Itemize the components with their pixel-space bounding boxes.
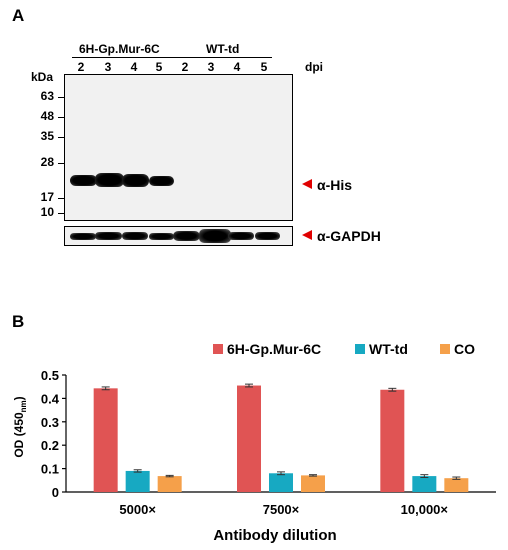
lane-label: 4 — [233, 60, 241, 74]
y-axis-label: OD (450nm) — [12, 396, 28, 457]
group-label-wt-td: WT-td — [206, 42, 240, 56]
mw-marker: 63 — [40, 89, 54, 103]
legend-swatch — [440, 344, 450, 354]
y-tick-label: 0.1 — [41, 462, 59, 477]
gapdh-band — [149, 233, 174, 240]
dpi-label: dpi — [305, 60, 323, 74]
x-tick-label: 10,000× — [401, 502, 449, 517]
mw-marker: 35 — [40, 129, 54, 143]
bar — [444, 478, 469, 492]
elisa-bar-chart: 6H-Gp.Mur-6C WT-td CO OD (450nm) 0 0.1 0.2 0.… — [12, 341, 496, 544]
lane-label: 3 — [207, 60, 215, 74]
legend-label: 6H-Gp.Mur-6C — [227, 341, 321, 357]
chart-legend: 6H-Gp.Mur-6C WT-td CO — [213, 341, 475, 357]
mw-marker: 10 — [40, 205, 54, 219]
lane-label: 2 — [181, 60, 189, 74]
x-tick-label: 7500× — [263, 502, 300, 517]
his-blot-membrane — [64, 74, 293, 221]
mw-tick — [58, 213, 64, 214]
gapdh-band — [228, 232, 254, 240]
his-band — [70, 175, 97, 186]
mw-marker: 48 — [40, 109, 54, 123]
bar — [269, 473, 293, 492]
bar — [157, 476, 182, 492]
his-arrow-icon — [302, 179, 312, 189]
y-tick-label: 0.5 — [41, 368, 59, 383]
group-label-6h-gp-mur: 6H-Gp.Mur-6C — [79, 42, 160, 56]
bar — [301, 475, 325, 492]
gapdh-blot-membrane — [64, 226, 293, 246]
gapdh-band — [173, 231, 200, 241]
chart-bars: 5000× 7500× 10,000× — [93, 383, 469, 517]
y-tick-label: 0.4 — [41, 391, 60, 406]
y-tick-label: 0.2 — [41, 438, 59, 453]
his-band — [95, 173, 124, 187]
bar — [237, 385, 261, 492]
panel-b-letter: B — [12, 312, 25, 331]
legend-label: CO — [454, 341, 475, 357]
lane-label: 5 — [260, 60, 268, 74]
legend-swatch — [355, 344, 365, 354]
lane-label: 4 — [130, 60, 138, 74]
mw-marker: 28 — [40, 155, 54, 169]
legend-label: WT-td — [369, 341, 408, 357]
lane-label: 2 — [77, 60, 85, 74]
kda-label: kDa — [31, 70, 54, 84]
bar — [412, 476, 437, 492]
mw-tick — [58, 137, 64, 138]
legend-swatch — [213, 344, 223, 354]
y-tick-label: 0.3 — [41, 415, 59, 430]
gapdh-band — [199, 229, 231, 243]
y-axis-label-sub: nm — [19, 400, 28, 412]
gapdh-band — [255, 232, 280, 240]
mw-tick — [58, 97, 64, 98]
lane-label: 3 — [104, 60, 112, 74]
gapdh-band — [95, 232, 122, 240]
y-tick-label: 0 — [52, 485, 59, 500]
mw-tick — [58, 163, 64, 164]
his-band — [149, 176, 174, 186]
lane-label: 5 — [155, 60, 163, 74]
gapdh-label: α-GAPDH — [317, 228, 381, 244]
bar — [93, 388, 118, 492]
y-axis-label-main: OD (450 — [12, 412, 26, 458]
mw-tick — [58, 198, 64, 199]
bar — [125, 470, 150, 492]
his-label: α-His — [317, 177, 353, 193]
x-tick-label: 5000× — [119, 502, 156, 517]
bar — [380, 389, 405, 492]
group-underline-1 — [72, 57, 180, 58]
mw-tick — [58, 117, 64, 118]
panel-a-letter: A — [12, 6, 25, 25]
x-axis-label: Antibody dilution — [213, 527, 336, 544]
y-axis-label-end: ) — [12, 396, 26, 400]
gapdh-band — [122, 232, 148, 240]
mw-marker: 17 — [40, 190, 54, 204]
his-band — [122, 174, 149, 187]
group-underline-2 — [180, 57, 272, 58]
gapdh-band — [70, 233, 96, 240]
gapdh-arrow-icon — [302, 230, 312, 240]
